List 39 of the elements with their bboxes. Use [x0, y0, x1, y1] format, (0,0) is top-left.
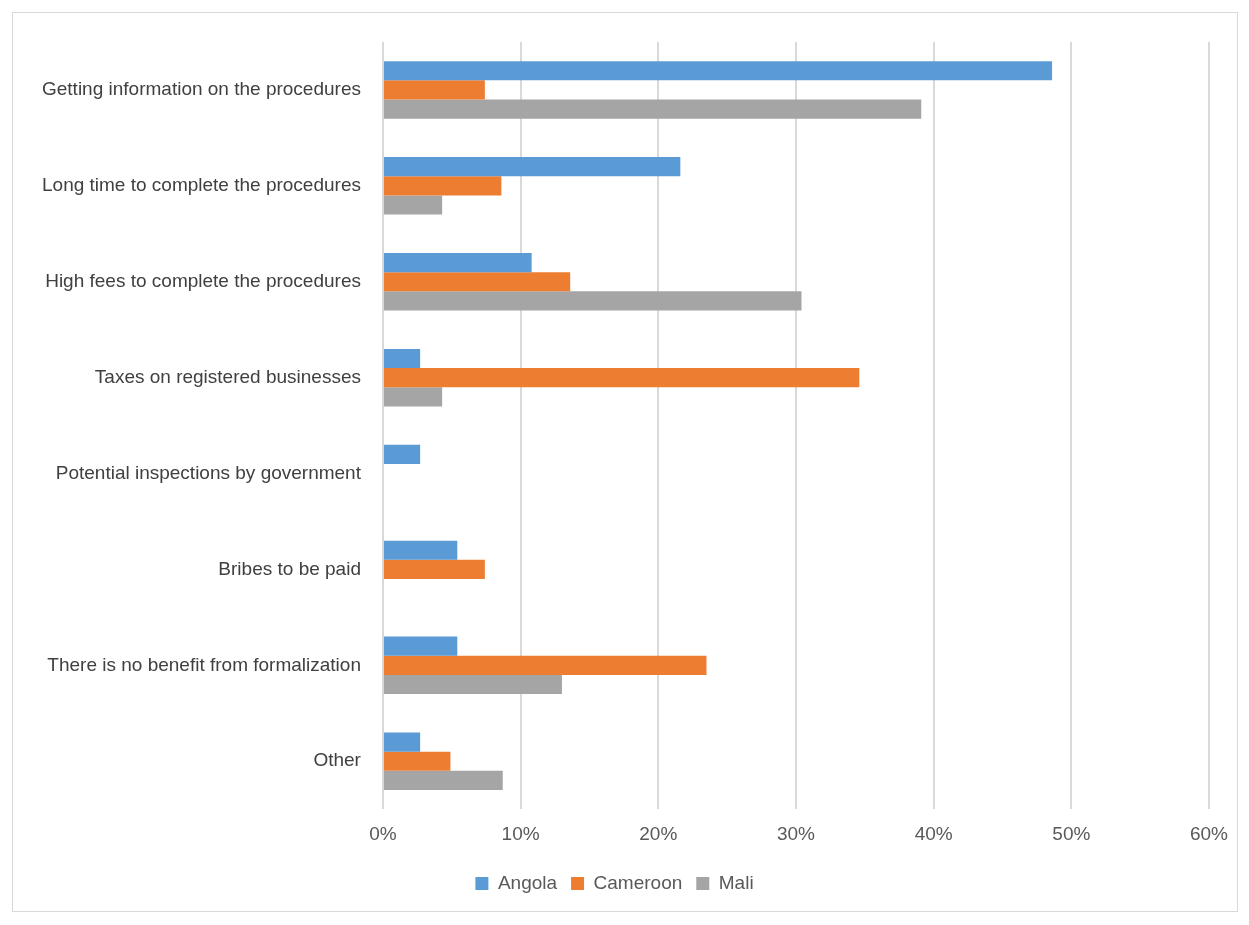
bar	[383, 195, 443, 215]
legend-label: Mali	[718, 871, 754, 893]
bar	[383, 80, 485, 100]
legend-label: Angola	[497, 871, 558, 893]
bar	[383, 61, 1053, 81]
bar	[383, 252, 532, 273]
y-tick-label: There is no benefit from formalization	[47, 653, 361, 675]
bar	[383, 559, 485, 580]
bar	[383, 444, 421, 464]
x-tick-label: 10%	[501, 822, 540, 844]
bar	[383, 99, 922, 119]
bar	[383, 291, 802, 311]
bar	[383, 540, 458, 560]
x-tick-label: 60%	[1189, 822, 1229, 844]
bar	[383, 770, 503, 791]
bar	[383, 655, 707, 675]
y-tick-label: Other	[313, 749, 362, 771]
bar	[383, 387, 443, 407]
y-tick-label: Getting information on the procedures	[42, 78, 361, 100]
x-tick-label: 20%	[639, 822, 678, 844]
y-tick-label: High fees to complete the procedures	[45, 269, 361, 291]
x-tick-label: 50%	[1052, 822, 1091, 844]
x-tick-label: 40%	[914, 822, 953, 844]
y-tick-label: Long time to complete the procedures	[42, 174, 361, 196]
x-tick-label: 0%	[369, 822, 397, 844]
bar	[383, 636, 458, 656]
bar	[383, 751, 451, 771]
y-tick-label: Bribes to be paid	[218, 557, 361, 579]
y-tick-label: Potential inspections by government	[55, 461, 362, 483]
bar	[383, 348, 421, 369]
bar	[383, 368, 860, 388]
bar	[383, 272, 571, 292]
y-tick-label: Taxes on registered businesses	[94, 365, 361, 387]
x-tick-label: 30%	[776, 822, 816, 844]
legend-label: Cameroon	[593, 871, 683, 893]
bar	[383, 732, 421, 752]
bar	[383, 674, 562, 695]
bar	[383, 157, 681, 177]
bar	[383, 176, 502, 196]
